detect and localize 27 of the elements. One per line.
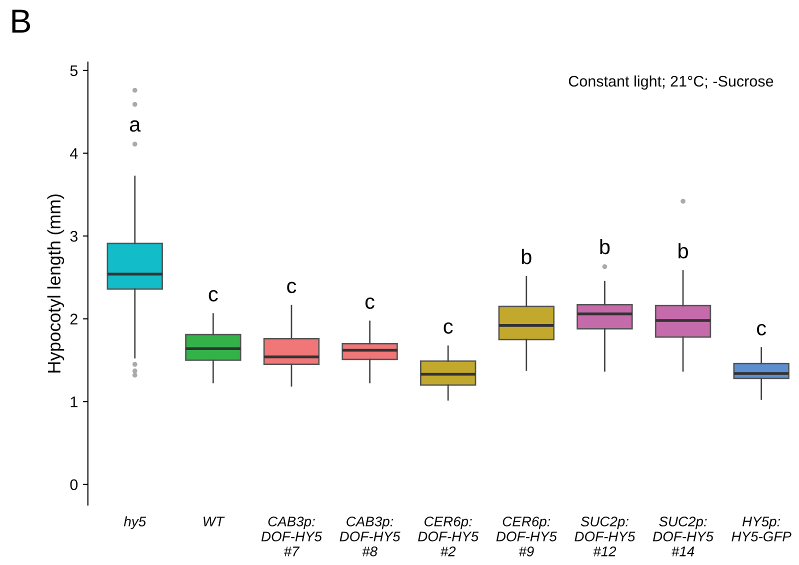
x-tick-label: HY5p: HY5-GFP: [732, 516, 792, 542]
y-tick-label: 4: [70, 148, 78, 159]
x-tick-label: SUC2p: DOF-HY5 #14: [652, 516, 714, 556]
y-tick-label: 1: [70, 396, 78, 408]
annotation: b: [678, 243, 688, 258]
y-tick-label: 3: [70, 230, 78, 242]
x-tick-label: SUC2p: DOF-HY5 #12: [574, 516, 636, 556]
text: B: [12, 10, 30, 33]
annotation: Constant light; 21°C; -Sucrose: [568, 75, 774, 90]
y-tick-label: 2: [70, 314, 78, 324]
x-tick-label: CER6p: DOF-HY5 #2: [418, 516, 479, 556]
annotation: a: [130, 120, 141, 132]
annotation: c: [287, 282, 296, 294]
x-tick-label: CAB3p: DOF-HY5 #7: [261, 516, 322, 556]
annotation: c: [757, 324, 766, 336]
y-tick-label: 0: [70, 479, 78, 490]
annotation: c: [208, 290, 218, 302]
x-tick-label: hy5: [124, 516, 146, 530]
y-tick-label: 5: [70, 65, 78, 76]
annotation: b: [522, 248, 532, 264]
annotation: c: [444, 322, 453, 334]
x-tick-label: CER6p: DOF-HY5 #9: [496, 516, 557, 556]
annotation: b: [600, 238, 610, 254]
x-tick-label: WT: [204, 516, 225, 526]
y-axis-title: Hypocotyl length (mm): [47, 194, 64, 372]
annotation: c: [365, 297, 374, 309]
x-tick-label: CAB3p: DOF-HY5 #8: [340, 516, 400, 556]
